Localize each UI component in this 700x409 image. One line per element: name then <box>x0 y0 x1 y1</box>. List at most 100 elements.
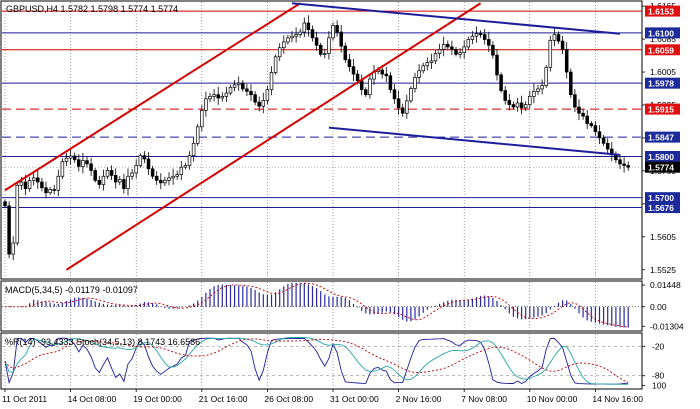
candle-body <box>109 170 114 176</box>
candle-body <box>36 177 40 183</box>
candle-body <box>150 168 155 177</box>
candle-body <box>97 180 102 185</box>
candle-body <box>245 88 249 92</box>
candle-body <box>298 31 302 35</box>
candle-body <box>126 175 130 189</box>
candle-body <box>392 89 397 100</box>
candle-body <box>327 37 331 54</box>
candle-body <box>167 177 171 181</box>
candle-body <box>466 39 471 48</box>
candle-body <box>523 104 528 109</box>
candle-body <box>60 161 65 177</box>
time-axis-label: 21 Oct 16:00 <box>199 394 248 404</box>
candle-body <box>85 160 89 165</box>
candle-body <box>433 53 438 62</box>
candle-body <box>351 66 356 75</box>
level-tag <box>645 192 680 204</box>
price-axis-label: 1.6085 <box>650 34 676 44</box>
candle-body <box>364 89 368 96</box>
candle-body <box>216 94 220 99</box>
candle-body <box>253 94 257 103</box>
level-tag-label: 1.5700 <box>648 193 674 203</box>
candle-body <box>458 52 462 55</box>
candle-body <box>560 40 565 50</box>
candle-body <box>200 109 204 128</box>
candle-body <box>89 163 93 171</box>
candle-body <box>208 95 212 100</box>
candle-body <box>228 86 233 94</box>
time-axis-label: 14 Oct 08:00 <box>68 394 117 404</box>
level-tag-label: 1.6059 <box>648 45 674 55</box>
level-tag <box>645 202 680 214</box>
candle-body <box>183 165 188 168</box>
candle-body <box>134 165 138 174</box>
oscillator-panel-frame <box>0 332 643 390</box>
candle-body <box>19 181 24 186</box>
candle-body <box>318 44 323 55</box>
level-tag-label: 1.6100 <box>648 28 674 38</box>
oscillator-axis-label: 100 <box>652 381 666 391</box>
stoch-main-line <box>4 337 629 385</box>
candle-body <box>564 49 569 73</box>
price-chart-title: GBPUSD,H4 1.5782 1.5798 1.5774 1.5774 <box>6 4 178 14</box>
candle-body <box>421 65 425 72</box>
candle-body <box>511 104 516 108</box>
candle-body <box>507 100 512 105</box>
candle-body <box>273 56 278 73</box>
candle-body <box>294 34 298 37</box>
candle-body <box>482 34 487 40</box>
price-axis-label: 1.6005 <box>650 67 676 77</box>
candle-body <box>261 100 266 107</box>
level-tag-label: 1.5676 <box>648 203 674 213</box>
candle-body <box>544 67 548 86</box>
candle-body <box>204 98 208 111</box>
level-tag-label: 1.5847 <box>648 133 674 143</box>
candle-body <box>339 31 343 47</box>
stoch-signal-line <box>4 338 629 383</box>
candle-body <box>499 74 503 91</box>
candle-body <box>64 157 69 162</box>
time-axis-label: 31 Oct 00:00 <box>330 394 379 404</box>
candle-body <box>31 177 36 181</box>
candle-body <box>224 92 229 97</box>
candle-body <box>577 106 581 114</box>
candle-body <box>277 47 282 58</box>
candle-body <box>282 41 286 49</box>
candle-body <box>573 94 577 108</box>
candle-body <box>15 184 20 244</box>
candle-body <box>118 179 122 183</box>
candle-body <box>495 54 499 76</box>
candle-body <box>23 181 28 189</box>
candle-body <box>142 155 147 160</box>
candle-body <box>491 44 495 56</box>
candle-body <box>220 95 225 99</box>
blue-channel-lower <box>328 126 621 156</box>
level-tag <box>645 27 680 39</box>
candle-body <box>163 180 167 184</box>
candle-body <box>286 37 290 43</box>
time-axis-label: 11 Oct 2011 <box>2 394 47 404</box>
candle-body <box>622 163 626 166</box>
macd-signal-line <box>5 282 629 328</box>
level-tag-label: 1.5800 <box>648 152 674 162</box>
candle-body <box>425 62 430 67</box>
trend-channels <box>4 2 621 271</box>
price-axis-label: 1.5605 <box>650 232 676 242</box>
candle-body <box>474 33 479 37</box>
candle-body <box>146 158 151 170</box>
candle-body <box>52 189 56 191</box>
time-axis: 11 Oct 2011 14 Oct 08:00 19 Oct 00:00 21 Oc… <box>2 389 643 404</box>
candle-body <box>175 174 179 177</box>
level-tag <box>645 5 680 17</box>
candle-body <box>77 159 81 167</box>
level-tag-label: 1.5915 <box>648 105 674 115</box>
level-tag <box>645 161 680 173</box>
macd-title: MACD(5,34,5) -0.01179 -0.01097 <box>5 285 138 295</box>
candle-body <box>236 82 241 86</box>
candle-body <box>302 22 307 33</box>
candle-body <box>581 112 585 117</box>
macd-panel: 0.01448 0.00 -0.01304 <box>2 280 684 331</box>
candle-body <box>171 175 175 179</box>
level-tag <box>645 103 680 115</box>
